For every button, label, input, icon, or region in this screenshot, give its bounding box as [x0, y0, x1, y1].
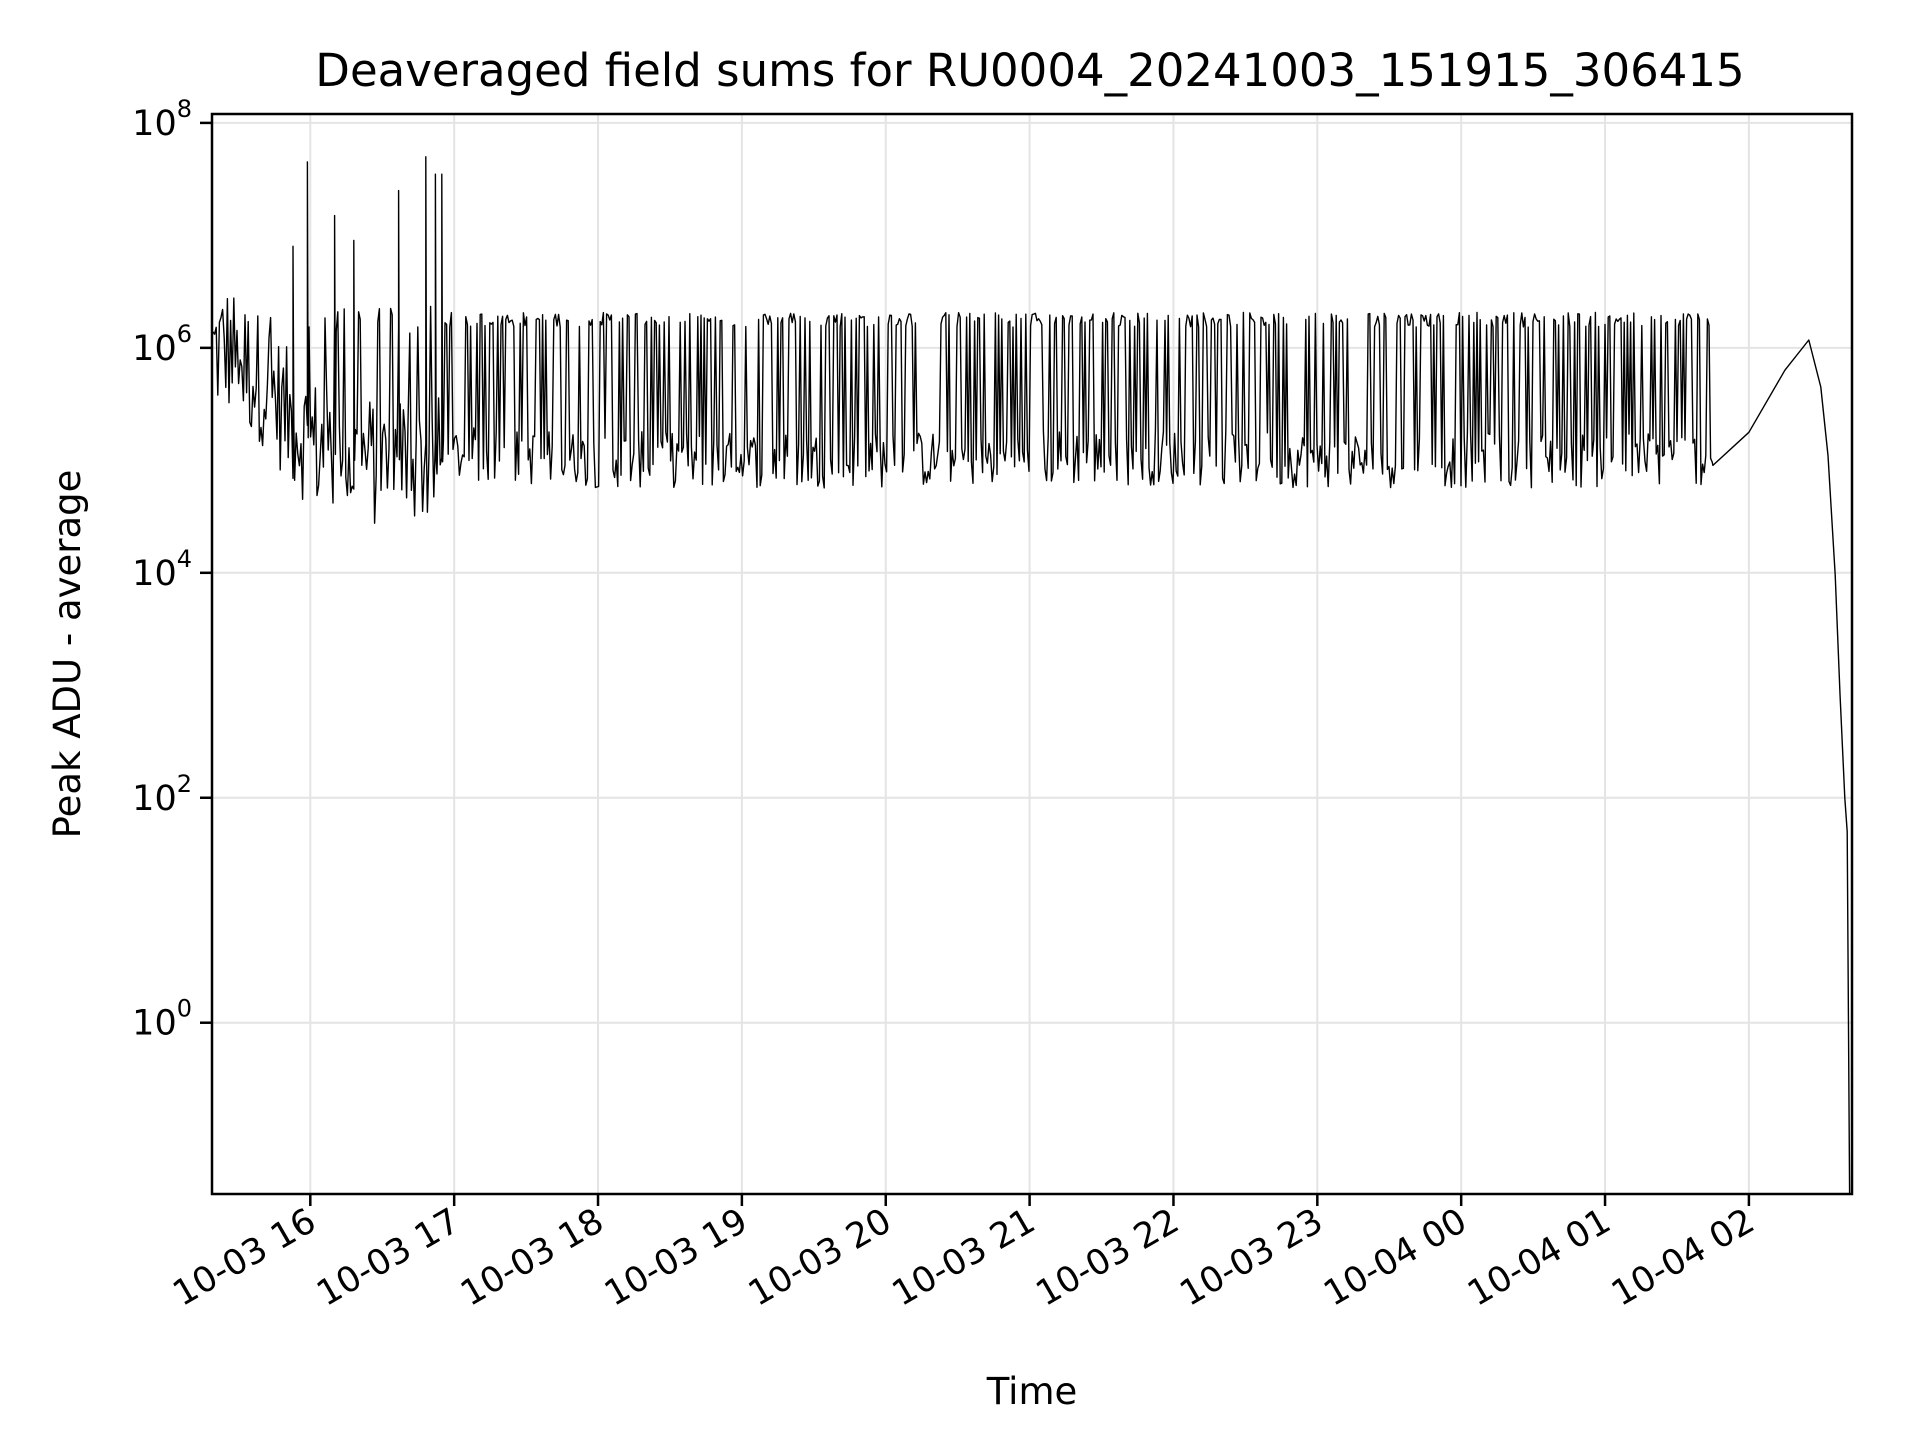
y-tick-label: 104 — [132, 545, 192, 594]
y-axis-label: Peak ADU - average — [46, 470, 89, 839]
x-tick-label: 10-04 00 — [1317, 1201, 1473, 1314]
y-tick-label: 102 — [132, 770, 192, 819]
x-tick-label: 10-03 18 — [454, 1201, 610, 1314]
y-tick-label: 106 — [132, 320, 192, 369]
x-tick-label: 10-03 19 — [598, 1201, 754, 1314]
x-tick-label: 10-03 20 — [742, 1201, 898, 1314]
y-tick-label: 108 — [132, 95, 192, 144]
x-tick-label: 10-04 01 — [1461, 1201, 1617, 1314]
x-axis-label: Time — [986, 1370, 1078, 1413]
plot-frame — [210, 112, 1854, 1196]
x-tick-label: 10-03 17 — [310, 1201, 466, 1314]
y-axis: 100 102 104 106 108 — [132, 95, 212, 1044]
chart-title: Deaveraged field sums for RU0004_2024100… — [315, 44, 1744, 97]
grid — [212, 114, 1852, 1194]
x-tick-label: 10-03 22 — [1030, 1201, 1186, 1314]
x-tick-label: 10-03 16 — [167, 1201, 323, 1314]
x-tick-label: 10-03 21 — [886, 1201, 1042, 1314]
series-line — [212, 156, 1851, 1195]
y-tick-label: 100 — [132, 995, 192, 1044]
x-tick-label: 10-04 02 — [1605, 1201, 1761, 1314]
x-tick-label: 10-03 23 — [1174, 1201, 1330, 1314]
